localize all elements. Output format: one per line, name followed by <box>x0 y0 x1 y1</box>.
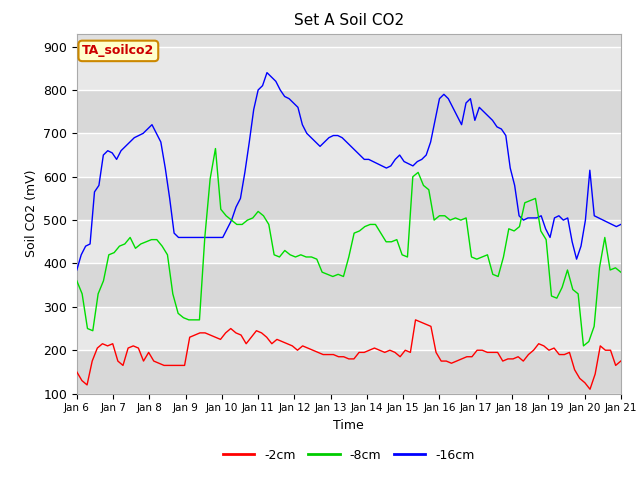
Y-axis label: Soil CO2 (mV): Soil CO2 (mV) <box>24 170 38 257</box>
Bar <box>77 264 621 307</box>
Bar <box>77 307 621 350</box>
X-axis label: Time: Time <box>333 419 364 432</box>
Text: TA_soilco2: TA_soilco2 <box>82 44 154 58</box>
Legend: -2cm, -8cm, -16cm: -2cm, -8cm, -16cm <box>218 444 479 467</box>
Bar <box>77 350 621 394</box>
Bar <box>77 47 621 90</box>
Bar <box>77 220 621 264</box>
Bar <box>77 133 621 177</box>
Bar <box>77 177 621 220</box>
Title: Set A Soil CO2: Set A Soil CO2 <box>294 13 404 28</box>
Bar <box>77 90 621 133</box>
